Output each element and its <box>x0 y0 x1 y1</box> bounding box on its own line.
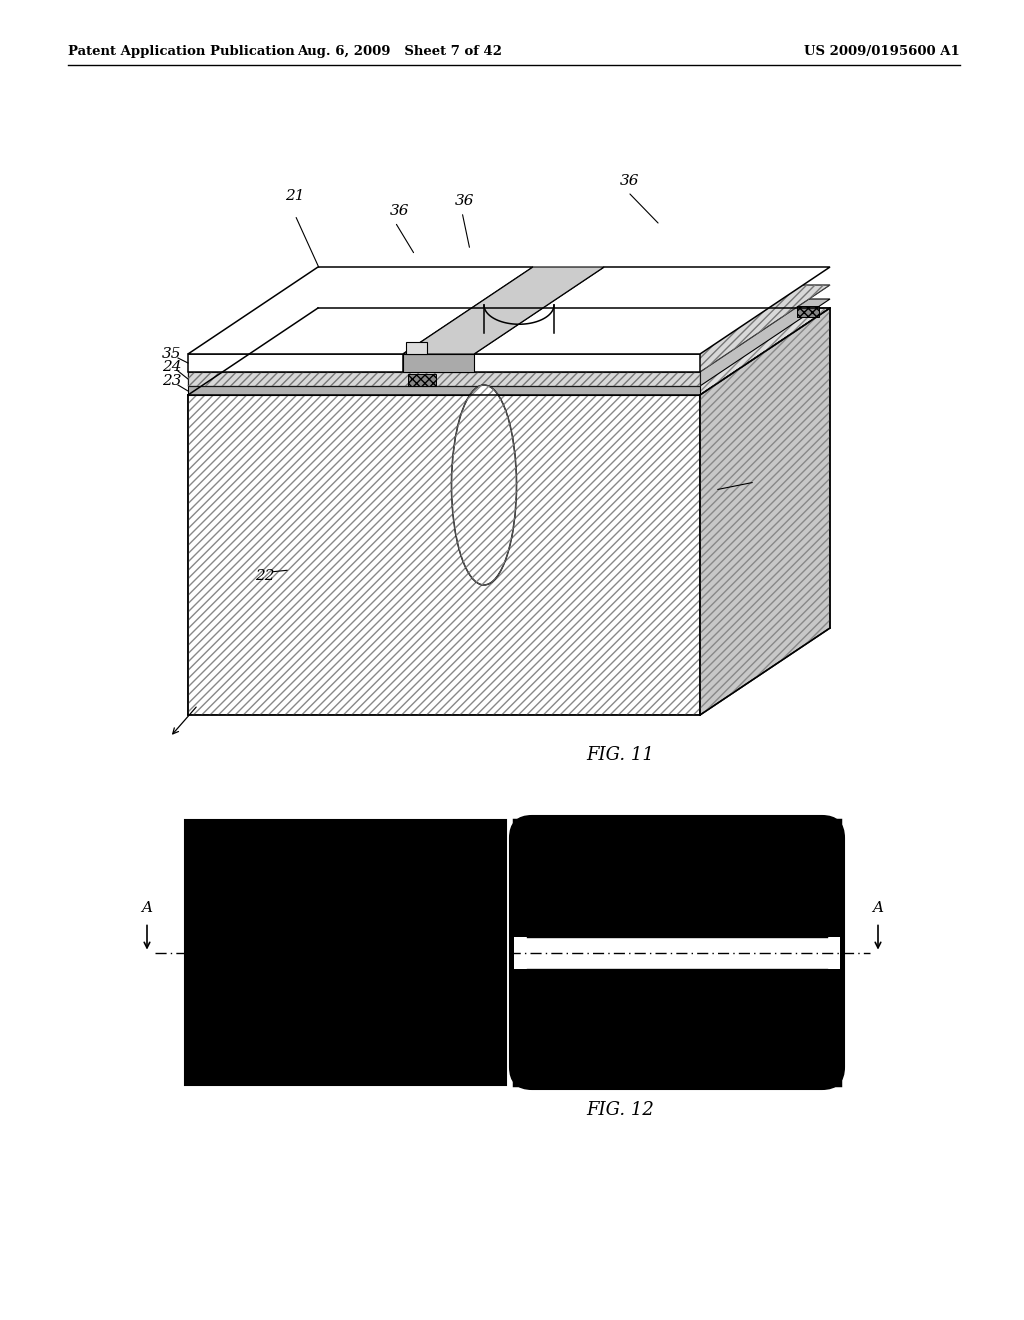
Polygon shape <box>474 267 830 354</box>
Polygon shape <box>797 306 819 317</box>
Polygon shape <box>514 936 840 969</box>
Text: FIG. 11: FIG. 11 <box>586 746 654 764</box>
Text: FIG. 12: FIG. 12 <box>586 1101 654 1119</box>
Polygon shape <box>514 820 840 1085</box>
Polygon shape <box>188 300 830 385</box>
Text: 21: 21 <box>285 189 304 203</box>
Polygon shape <box>188 385 700 395</box>
Polygon shape <box>188 354 403 372</box>
FancyBboxPatch shape <box>510 816 844 1089</box>
Polygon shape <box>185 820 506 1085</box>
Text: A: A <box>872 900 884 915</box>
Text: Aug. 6, 2009   Sheet 7 of 42: Aug. 6, 2009 Sheet 7 of 42 <box>298 45 503 58</box>
Text: Patent Application Publication: Patent Application Publication <box>68 45 295 58</box>
Text: 31: 31 <box>760 469 779 483</box>
Polygon shape <box>474 354 700 372</box>
Polygon shape <box>188 372 700 385</box>
Text: 23: 23 <box>162 374 181 388</box>
Polygon shape <box>403 354 474 372</box>
Polygon shape <box>700 308 830 715</box>
Text: 36: 36 <box>620 174 640 187</box>
Text: 36: 36 <box>455 194 474 209</box>
Polygon shape <box>188 308 830 395</box>
Polygon shape <box>408 374 436 385</box>
Polygon shape <box>406 342 427 354</box>
Polygon shape <box>188 267 534 354</box>
Text: 22: 22 <box>255 569 274 583</box>
Text: 35: 35 <box>162 347 181 360</box>
Text: 24: 24 <box>162 360 181 374</box>
Polygon shape <box>188 285 830 372</box>
Polygon shape <box>188 395 700 715</box>
Text: US 2009/0195600 A1: US 2009/0195600 A1 <box>804 45 961 58</box>
Ellipse shape <box>452 385 516 585</box>
Text: 36: 36 <box>390 205 410 218</box>
Text: A: A <box>141 900 153 915</box>
Polygon shape <box>403 267 604 354</box>
